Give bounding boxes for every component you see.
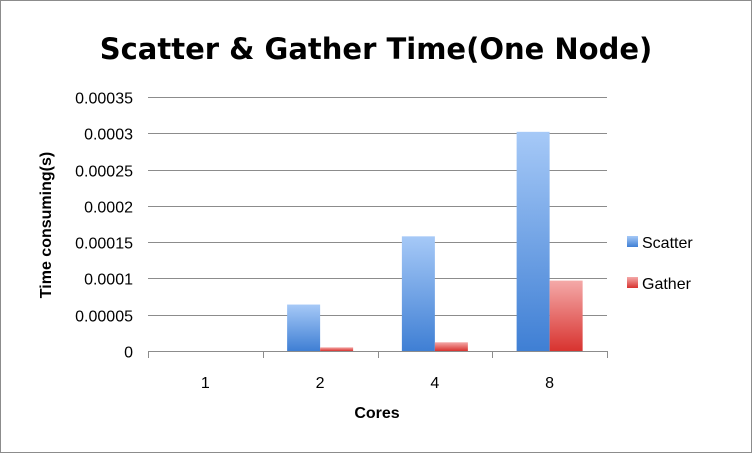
legend: Scatter Gather: [627, 235, 693, 293]
legend-swatch-gather: [627, 277, 638, 288]
y-axis-title: Time consuming(s): [38, 152, 55, 298]
y-tick-label: 0.0002: [84, 200, 133, 217]
y-tick-label: 0.0001: [84, 272, 133, 289]
x-tick-label: 2: [316, 375, 325, 392]
x-tick-labels: 1 2 4 8: [201, 375, 554, 392]
y-tick-labels: 0 0.00005 0.0001 0.00015 0.0002 0.00025 0.0003…: [75, 91, 133, 362]
y-tick-label: 0.00035: [75, 91, 133, 108]
y-tick-label: 0.00005: [75, 309, 133, 326]
legend-label: Scatter: [642, 235, 693, 252]
y-tick-label: 0: [124, 345, 133, 362]
x-tick-label: 1: [201, 375, 210, 392]
y-tick-label: 0.0003: [84, 127, 133, 144]
bar-scatter: [287, 304, 321, 351]
chart-title: Scatter & Gather Time(One Node): [100, 32, 653, 66]
bar-gather: [549, 280, 583, 351]
bar-gather: [434, 342, 468, 351]
x-tick-label: 4: [430, 375, 439, 392]
bars: [287, 131, 583, 351]
bar-gather: [320, 347, 354, 351]
x-axis-title: Cores: [354, 405, 399, 422]
legend-swatch-scatter: [627, 236, 638, 247]
y-tick-label: 0.00025: [75, 164, 133, 181]
bar-scatter: [401, 236, 435, 351]
x-tick-label: 8: [545, 375, 554, 392]
bar-scatter: [516, 131, 550, 351]
y-tick-label: 0.00015: [75, 236, 133, 253]
legend-label: Gather: [642, 276, 692, 293]
